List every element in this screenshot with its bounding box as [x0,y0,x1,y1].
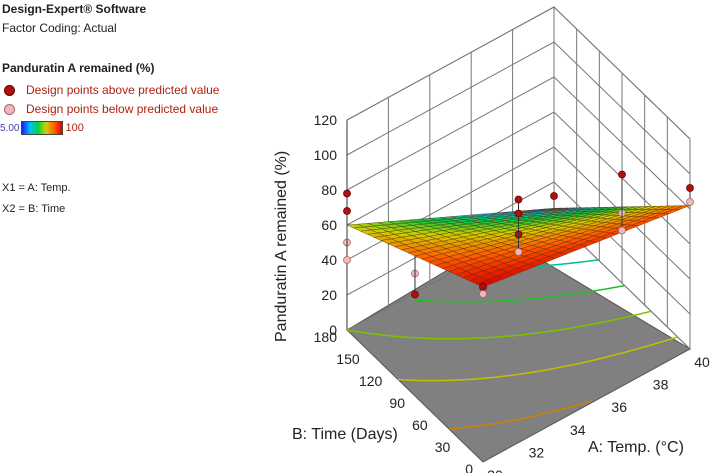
y-tick-label: 60 [412,417,428,433]
z-tick-label: 100 [314,147,338,163]
response-surface [346,205,691,288]
legend-below-label: Design points below predicted value [26,102,219,116]
design-point-below [479,290,487,298]
x-tick-label: 38 [653,377,669,393]
axis-ticks: 0 20 40 60 80 100 120 30 32 34 36 38 40 0 30 60 90 120 150… [314,112,710,473]
y-tick-label: 0 [465,461,473,473]
contour-line [346,310,652,340]
grid-line [346,76,691,210]
x-axis-label: A: Temp. (°C) [588,439,684,456]
design-point-above [550,192,558,200]
design-point-above [618,170,626,179]
z-tick-label: 20 [321,287,337,303]
grid-line [346,6,691,140]
z-tick-label: 60 [321,217,337,233]
z-tick-label: 120 [314,112,338,128]
color-scale: 5.00 100 [0,120,84,136]
z-tick-label: 80 [321,182,337,198]
x-tick-label: 34 [570,422,586,438]
design-point-below [618,226,626,235]
contour-line [448,400,593,430]
y-tick-label: 150 [336,351,360,367]
factor-x2: X2 = B: Time [2,203,66,215]
design-point-above [343,207,351,215]
legend-above-label: Design points above predicted value [26,83,220,97]
design-points [343,170,694,299]
factor-x1: X1 = A: Temp. [2,182,71,194]
x-tick-label: 40 [694,354,710,370]
grid-line [346,41,691,175]
contour-line [413,284,625,303]
y-tick-label: 120 [359,373,383,389]
design-point-above [411,290,419,299]
z-tick-label: 40 [321,252,337,268]
legend-above: Design points above predicted value [4,83,219,97]
design-point-above [514,195,523,204]
app-title: Design-Expert® Software [2,2,147,16]
response-title: Panduratin A remained (%) [2,61,155,75]
x-tick-label: 36 [611,399,627,415]
design-point-below [514,248,523,256]
design-point-above [686,184,694,192]
y-tick-label: 180 [314,329,338,345]
legend-below: Design points below predicted value [4,102,218,116]
x-tick-label: 32 [529,444,545,460]
color-scale-bar [21,121,64,135]
design-point-above [343,189,351,198]
above-point-icon [4,84,15,96]
contour-line [397,336,678,382]
y-tick-label: 30 [435,439,451,455]
y-axis-label: B: Time (Days) [292,426,398,443]
below-point-icon [4,103,15,115]
x-tick-label: 30 [487,467,503,473]
design-point-above [514,209,523,218]
design-point-below [343,256,351,264]
scale-min: 5.00 [0,122,20,134]
z-tick-label: 0 [329,322,337,338]
factor-coding-label: Factor Coding: Actual [2,21,117,35]
z-axis-label: Panduratin A remained (%) [273,151,290,342]
scale-max: 100 [65,122,84,134]
y-tick-label: 90 [389,395,405,411]
design-point-below [686,198,694,206]
